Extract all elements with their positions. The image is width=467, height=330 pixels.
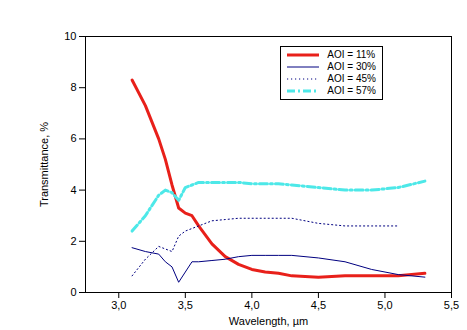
svg-text:4,5: 4,5 <box>311 299 326 311</box>
svg-text:3,0: 3,0 <box>111 299 126 311</box>
svg-text:Transmittance, %: Transmittance, % <box>38 122 50 207</box>
html-text:AOI = 45%: AOI = 45% <box>327 73 376 84</box>
svg-text:8: 8 <box>70 81 76 93</box>
svg-text:4,0: 4,0 <box>244 299 259 311</box>
svg-text:2: 2 <box>70 235 76 247</box>
svg-text:Wavelength, µm: Wavelength, µm <box>229 315 308 327</box>
svg-text:0: 0 <box>70 286 76 298</box>
html-text:AOI = 57%: AOI = 57% <box>327 85 376 96</box>
svg-text:5,5: 5,5 <box>444 299 459 311</box>
svg-text:4: 4 <box>70 184 76 196</box>
svg-text:5,0: 5,0 <box>377 299 392 311</box>
html-text:AOI = 30%: AOI = 30% <box>327 61 376 72</box>
svg-text:3,5: 3,5 <box>178 299 193 311</box>
svg-text:10: 10 <box>64 30 76 42</box>
svg-text:6: 6 <box>70 132 76 144</box>
html-text:AOI = 11%: AOI = 11% <box>327 49 376 60</box>
